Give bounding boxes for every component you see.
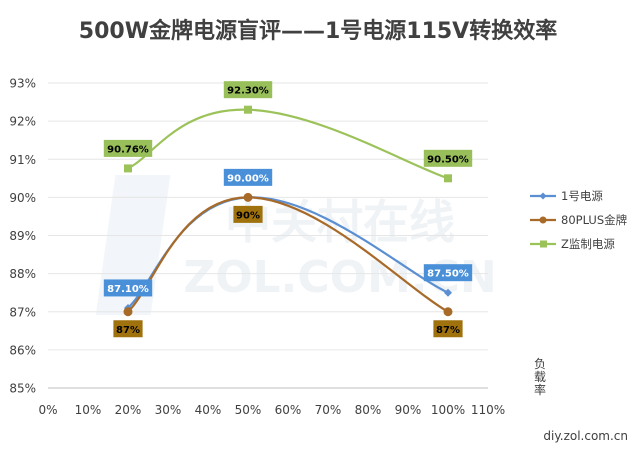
data-label-box	[113, 320, 143, 338]
data-label: 90.50%	[423, 149, 473, 167]
x-tick-label: 90%	[395, 403, 422, 417]
series-marker	[124, 164, 132, 173]
data-label-box	[233, 205, 263, 223]
watermark-text-cn: 中关村在线	[225, 195, 455, 249]
data-label-text: 90.50%	[427, 154, 469, 165]
data-label-text: 87%	[116, 325, 140, 336]
x-tick-label: 40%	[195, 403, 222, 417]
y-tick-label: 93%	[9, 77, 36, 91]
data-label-box	[433, 320, 463, 338]
x-axis-label-char: 载	[534, 370, 546, 384]
legend-label: Z监制电源	[561, 237, 615, 251]
data-label-text: 90.76%	[107, 144, 149, 155]
legend-item: 1号电源	[530, 189, 603, 203]
data-label: 87.10%	[103, 279, 153, 297]
y-tick-label: 85%	[9, 382, 36, 396]
series-marker	[243, 192, 253, 202]
y-tick-label: 87%	[9, 305, 36, 319]
data-label-box	[103, 279, 153, 297]
x-tick-label: 100%	[431, 403, 465, 417]
data-label: 90.00%	[223, 168, 273, 186]
data-label: 87%	[113, 320, 143, 338]
x-axis-label: 负载率	[534, 357, 546, 397]
x-tick-label: 0%	[38, 403, 57, 417]
y-tick-label: 91%	[9, 153, 36, 167]
x-tick-label: 80%	[355, 403, 382, 417]
x-tick-label: 30%	[155, 403, 182, 417]
data-label: 90%	[233, 205, 263, 223]
legend-label: 1号电源	[561, 189, 603, 203]
series-marker	[444, 174, 452, 183]
data-label-box	[223, 81, 273, 99]
series-marker	[244, 105, 252, 114]
x-tick-label: 60%	[275, 403, 302, 417]
data-label-text: 87%	[436, 325, 460, 336]
x-tick-label: 50%	[235, 403, 262, 417]
data-label-box	[103, 139, 153, 157]
data-label-box	[223, 168, 273, 186]
chart-title: 500W金牌电源盲评——1号电源115V转换效率	[79, 18, 557, 44]
x-axis-label-char: 率	[534, 382, 546, 397]
legend-marker	[540, 240, 547, 248]
legend-label: 80PLUS金牌	[561, 213, 627, 227]
data-label-text: 90.00%	[227, 173, 269, 184]
legend-item: 80PLUS金牌	[530, 213, 627, 227]
data-label-text: 92.30%	[227, 86, 269, 97]
y-tick-label: 86%	[9, 343, 36, 357]
series-marker	[444, 288, 452, 297]
footer-credit: diy.zol.com.cn	[543, 429, 628, 443]
y-tick-label: 89%	[9, 229, 36, 243]
x-tick-label: 70%	[315, 403, 342, 417]
x-axis-label-char: 负	[534, 357, 546, 371]
data-label-text: 87.10%	[107, 284, 149, 295]
x-tick-label: 10%	[75, 403, 102, 417]
x-tick-label: 110%	[471, 403, 505, 417]
data-label-text: 90%	[236, 210, 260, 221]
series-marker	[123, 307, 133, 317]
data-label: 90.76%	[103, 139, 153, 157]
series-marker	[443, 307, 453, 317]
data-label-box	[423, 149, 473, 167]
data-label: 87.50%	[423, 264, 473, 282]
legend-marker	[539, 192, 547, 200]
y-tick-label: 90%	[9, 191, 36, 205]
data-label: 87%	[433, 320, 463, 338]
legend-marker	[539, 216, 547, 224]
data-label-box	[423, 264, 473, 282]
x-tick-label: 20%	[115, 403, 142, 417]
data-label-text: 87.50%	[427, 269, 469, 280]
y-tick-label: 88%	[9, 267, 36, 281]
y-tick-label: 92%	[9, 115, 36, 129]
legend-item: Z监制电源	[530, 237, 615, 251]
data-label: 92.30%	[223, 81, 273, 99]
series-line-2	[127, 108, 449, 180]
